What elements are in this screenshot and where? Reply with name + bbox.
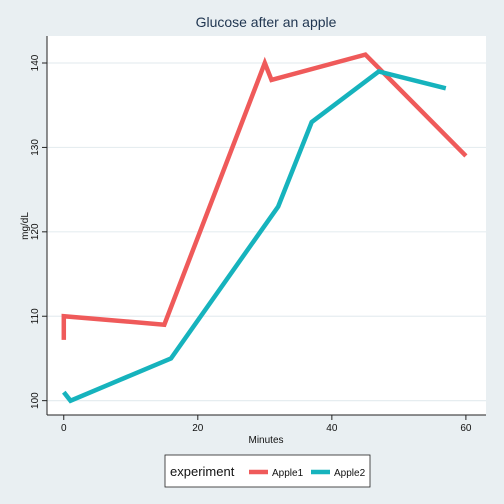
y-tick-label: 100 — [30, 392, 41, 409]
x-tick-label: 20 — [192, 423, 204, 434]
y-tick-label: 130 — [30, 139, 41, 156]
x-tick-label: 0 — [61, 423, 67, 434]
x-tick-label: 60 — [460, 423, 472, 434]
y-axis-label: mg/dL — [20, 212, 31, 240]
y-tick-label: 120 — [30, 223, 41, 240]
legend-title: experiment — [170, 464, 235, 479]
x-tick-label: 40 — [326, 423, 338, 434]
axes: 100 110 120 130 140 0 20 40 60 — [30, 36, 486, 434]
x-axis-label: Minutes — [248, 435, 283, 446]
series-lines — [61, 52, 468, 404]
series-line-apple1 — [61, 52, 468, 340]
legend-label-apple2: Apple2 — [334, 468, 366, 479]
y-tick-label: 140 — [30, 54, 41, 71]
legend-label-apple1: Apple1 — [272, 468, 304, 479]
series-line-apple2 — [62, 69, 447, 404]
chart-title: Glucose after an apple — [196, 14, 337, 30]
y-tick-label: 110 — [30, 308, 41, 324]
gridlines — [47, 62, 486, 402]
legend: experiment Apple1 Apple2 — [164, 454, 371, 488]
